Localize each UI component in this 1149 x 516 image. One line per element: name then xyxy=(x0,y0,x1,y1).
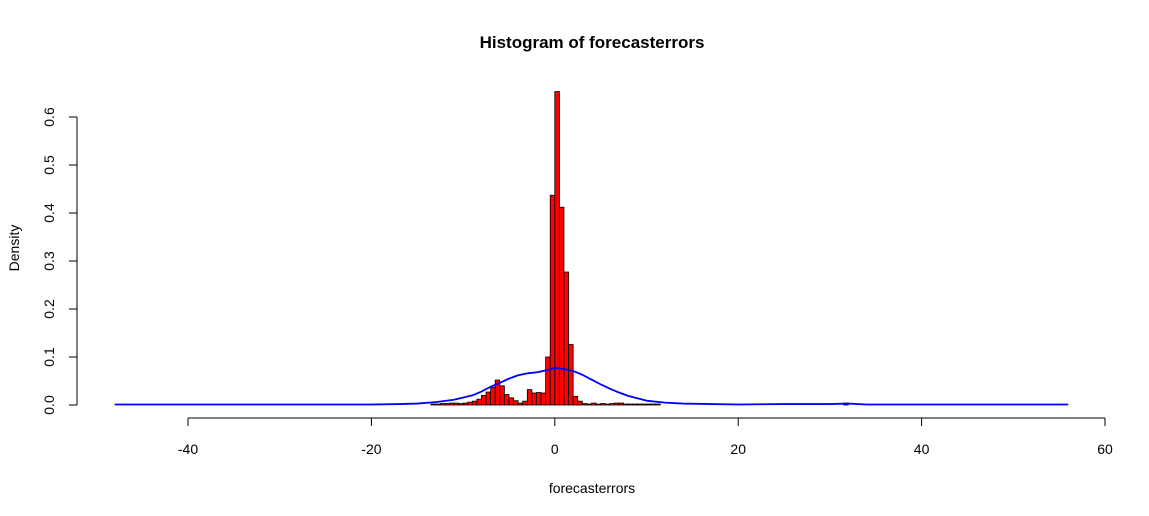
histogram-bar xyxy=(536,392,542,406)
histogram-bar xyxy=(467,401,473,406)
histogram-bar xyxy=(572,395,579,406)
chart-title: Histogram of forecasterrors xyxy=(480,33,705,52)
histogram-bar xyxy=(641,403,647,406)
y-tick-label: 0.0 xyxy=(41,395,57,415)
histogram-bar xyxy=(636,403,643,406)
histogram-bars xyxy=(430,91,849,406)
histogram-bar xyxy=(458,403,464,406)
histogram-bar xyxy=(430,403,436,406)
x-axis-label: forecasterrors xyxy=(549,480,635,496)
x-axis: -40 -20 0 20 40 60 xyxy=(178,417,1113,457)
histogram-bar xyxy=(600,403,606,406)
histogram-bar xyxy=(448,402,455,406)
x-tick-label: 40 xyxy=(914,441,930,457)
histogram-bar xyxy=(435,403,441,406)
histogram-bar xyxy=(439,403,446,406)
histogram-bar xyxy=(568,344,574,406)
x-tick-label: -20 xyxy=(361,441,381,457)
histogram-bar xyxy=(485,391,492,406)
y-tick-label: 0.3 xyxy=(41,251,57,271)
histogram-bar xyxy=(508,397,514,406)
histogram-bar xyxy=(591,402,597,406)
histogram-bar xyxy=(503,394,510,406)
histogram-bar xyxy=(609,403,615,406)
density-curve-line xyxy=(114,367,1069,406)
histogram-bar xyxy=(471,400,478,406)
histogram-bar xyxy=(650,403,657,406)
histogram-bar xyxy=(517,402,524,406)
histogram-bar xyxy=(632,403,638,406)
histogram-bar xyxy=(476,398,482,406)
y-tick-label: 0.6 xyxy=(41,107,57,127)
histogram-bar xyxy=(490,386,496,406)
histogram-bar xyxy=(581,403,588,406)
density-curve-group xyxy=(114,367,1069,406)
histogram-bar xyxy=(623,403,629,406)
y-tick-label: 0.4 xyxy=(41,203,57,223)
histogram-bar xyxy=(604,403,611,406)
histogram-bar xyxy=(618,402,624,406)
histogram-bar xyxy=(526,389,533,406)
x-tick-label: -40 xyxy=(178,441,198,457)
histogram-bar xyxy=(655,403,661,406)
histogram-bar xyxy=(522,400,528,406)
histogram-bar xyxy=(563,271,569,406)
y-tick-label: 0.1 xyxy=(41,347,57,367)
x-tick-label: 0 xyxy=(551,441,559,457)
histogram-bar xyxy=(646,403,652,406)
y-tick-label: 0.5 xyxy=(41,155,57,175)
histogram-bar xyxy=(586,403,592,406)
x-tick-label: 20 xyxy=(730,441,746,457)
histogram-bar xyxy=(614,402,620,406)
histogram-bar xyxy=(481,394,487,406)
y-axis: 0.0 0.1 0.2 0.3 0.4 0.5 0.6 xyxy=(41,107,78,415)
y-axis-label: Density xyxy=(6,225,22,272)
histogram-bar xyxy=(531,392,537,406)
histogram-bar xyxy=(499,385,505,406)
histogram-bar xyxy=(627,403,634,406)
histogram-bar xyxy=(513,400,519,406)
histogram-bar xyxy=(453,402,459,406)
histogram-bar xyxy=(540,392,547,406)
y-tick-label: 0.2 xyxy=(41,299,57,319)
histogram-bar xyxy=(549,194,556,406)
histogram-bar xyxy=(554,91,560,406)
histogram-bar xyxy=(545,356,551,406)
x-tick-label: 60 xyxy=(1097,441,1113,457)
histogram-bar xyxy=(444,403,450,406)
histogram-bar xyxy=(577,400,583,406)
histogram-bar xyxy=(462,402,469,406)
histogram-bar xyxy=(558,206,565,406)
histogram-bar xyxy=(595,403,602,406)
